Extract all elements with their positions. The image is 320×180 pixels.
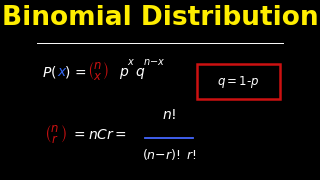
Text: $q = 1$-$p$: $q = 1$-$p$ [217, 74, 260, 90]
Text: $= nCr =$: $= nCr =$ [71, 128, 127, 142]
Text: $\binom{n}{x}$: $\binom{n}{x}$ [87, 61, 110, 83]
Text: $\binom{n}{r}$: $\binom{n}{r}$ [44, 123, 67, 147]
Text: $q$: $q$ [135, 66, 145, 81]
Text: $=$: $=$ [71, 65, 86, 79]
Text: $(n{-}r)!\; r!$: $(n{-}r)!\; r!$ [142, 147, 196, 162]
FancyBboxPatch shape [197, 64, 280, 99]
Text: $n{-}x$: $n{-}x$ [143, 57, 165, 67]
Text: $p$: $p$ [119, 66, 130, 81]
Text: $n!$: $n!$ [162, 108, 176, 122]
Text: Binomial Distribution: Binomial Distribution [2, 5, 318, 31]
Text: $P($: $P($ [42, 64, 57, 80]
Text: $x$: $x$ [57, 65, 68, 79]
Text: $x$: $x$ [127, 57, 135, 67]
Text: $)$: $)$ [64, 64, 70, 80]
